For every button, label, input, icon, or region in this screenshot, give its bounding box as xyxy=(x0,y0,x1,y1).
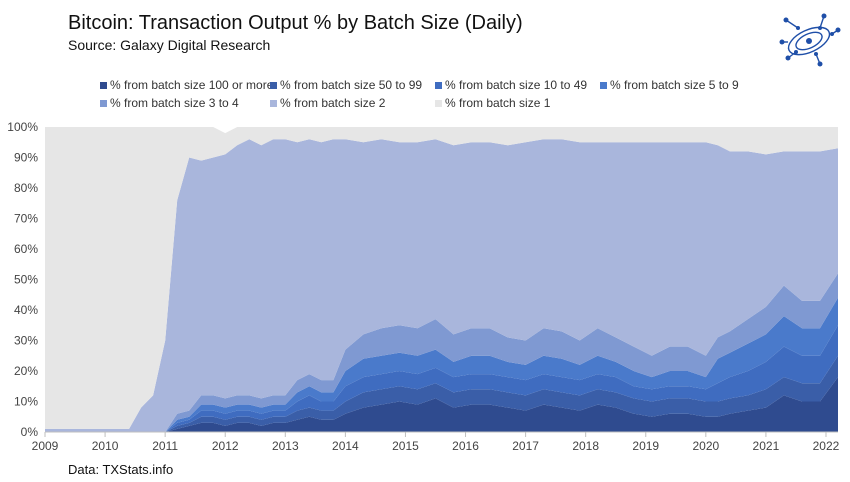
legend-swatch xyxy=(435,99,442,107)
legend-label: % from batch size 50 to 99 xyxy=(280,78,423,92)
area-series-from-batch-size-10-to-49 xyxy=(45,325,838,432)
legend-label: % from batch size 10 to 49 xyxy=(445,78,588,92)
legend-label: % from batch size 5 to 9 xyxy=(610,78,739,92)
legend-item: % from batch size 50 to 99 xyxy=(270,78,422,92)
x-tick-label: 2013 xyxy=(272,439,299,453)
y-tick-label: 30% xyxy=(14,334,38,348)
area-series-from-batch-size-2 xyxy=(45,139,838,432)
legend-label: % from batch size 3 to 4 xyxy=(110,96,239,110)
x-tick-label: 2016 xyxy=(452,439,479,453)
x-tick-label: 2009 xyxy=(32,439,59,453)
area-series-from-batch-size-100-or-more xyxy=(45,377,838,432)
x-tick-label: 2011 xyxy=(152,439,178,453)
legend-label: % from batch size 100 or more xyxy=(110,78,274,92)
x-tick-label: 2022 xyxy=(813,439,840,453)
x-tick-label: 2019 xyxy=(632,439,659,453)
x-tick-label: 2015 xyxy=(392,439,419,453)
legend-item: % from batch size 2 xyxy=(270,96,385,110)
legend-item: % from batch size 3 to 4 xyxy=(100,96,239,110)
y-tick-label: 80% xyxy=(14,181,38,195)
legend-item: % from batch size 5 to 9 xyxy=(600,78,739,92)
legend-item: % from batch size 100 or more xyxy=(100,78,273,92)
page-subtitle: Source: Galaxy Digital Research xyxy=(68,37,271,53)
legend-label: % from batch size 1 xyxy=(445,96,551,110)
y-tick-label: 50% xyxy=(14,273,38,287)
legend-swatch xyxy=(270,99,277,107)
y-tick-label: 40% xyxy=(14,303,38,317)
galaxy-digital-logo-icon xyxy=(779,13,841,67)
data-source-note: Data: TXStats.info xyxy=(68,462,174,477)
y-tick-label: 60% xyxy=(14,242,38,256)
x-tick-label: 2014 xyxy=(332,439,359,453)
y-tick-label: 20% xyxy=(14,364,38,378)
x-tick-label: 2021 xyxy=(753,439,780,453)
y-tick-label: 100% xyxy=(7,120,38,134)
legend-swatch xyxy=(435,81,442,89)
area-series-from-batch-size-50-to-99 xyxy=(45,355,838,432)
x-tick-label: 2012 xyxy=(212,439,239,453)
legend-swatch xyxy=(100,81,107,89)
y-tick-label: 10% xyxy=(14,395,38,409)
area-series-from-batch-size-3-to-4 xyxy=(45,273,838,432)
legend-item: % from batch size 10 to 49 xyxy=(435,78,587,92)
legend-swatch xyxy=(270,81,277,89)
legend-item: % from batch size 1 xyxy=(435,96,550,110)
legend-swatch xyxy=(600,81,607,89)
x-tick-label: 2018 xyxy=(572,439,599,453)
x-tick-label: 2020 xyxy=(692,439,719,453)
x-tick-label: 2010 xyxy=(92,439,119,453)
y-tick-label: 0% xyxy=(21,425,39,439)
page-title: Bitcoin: Transaction Output % by Batch S… xyxy=(68,12,523,34)
y-tick-label: 90% xyxy=(14,151,38,165)
area-series-from-batch-size-1 xyxy=(45,127,838,429)
y-tick-label: 70% xyxy=(14,212,38,226)
legend-swatch xyxy=(100,99,107,107)
area-series-from-batch-size-5-to-9 xyxy=(45,297,838,432)
legend-label: % from batch size 2 xyxy=(280,96,386,110)
x-tick-label: 2017 xyxy=(512,439,539,453)
